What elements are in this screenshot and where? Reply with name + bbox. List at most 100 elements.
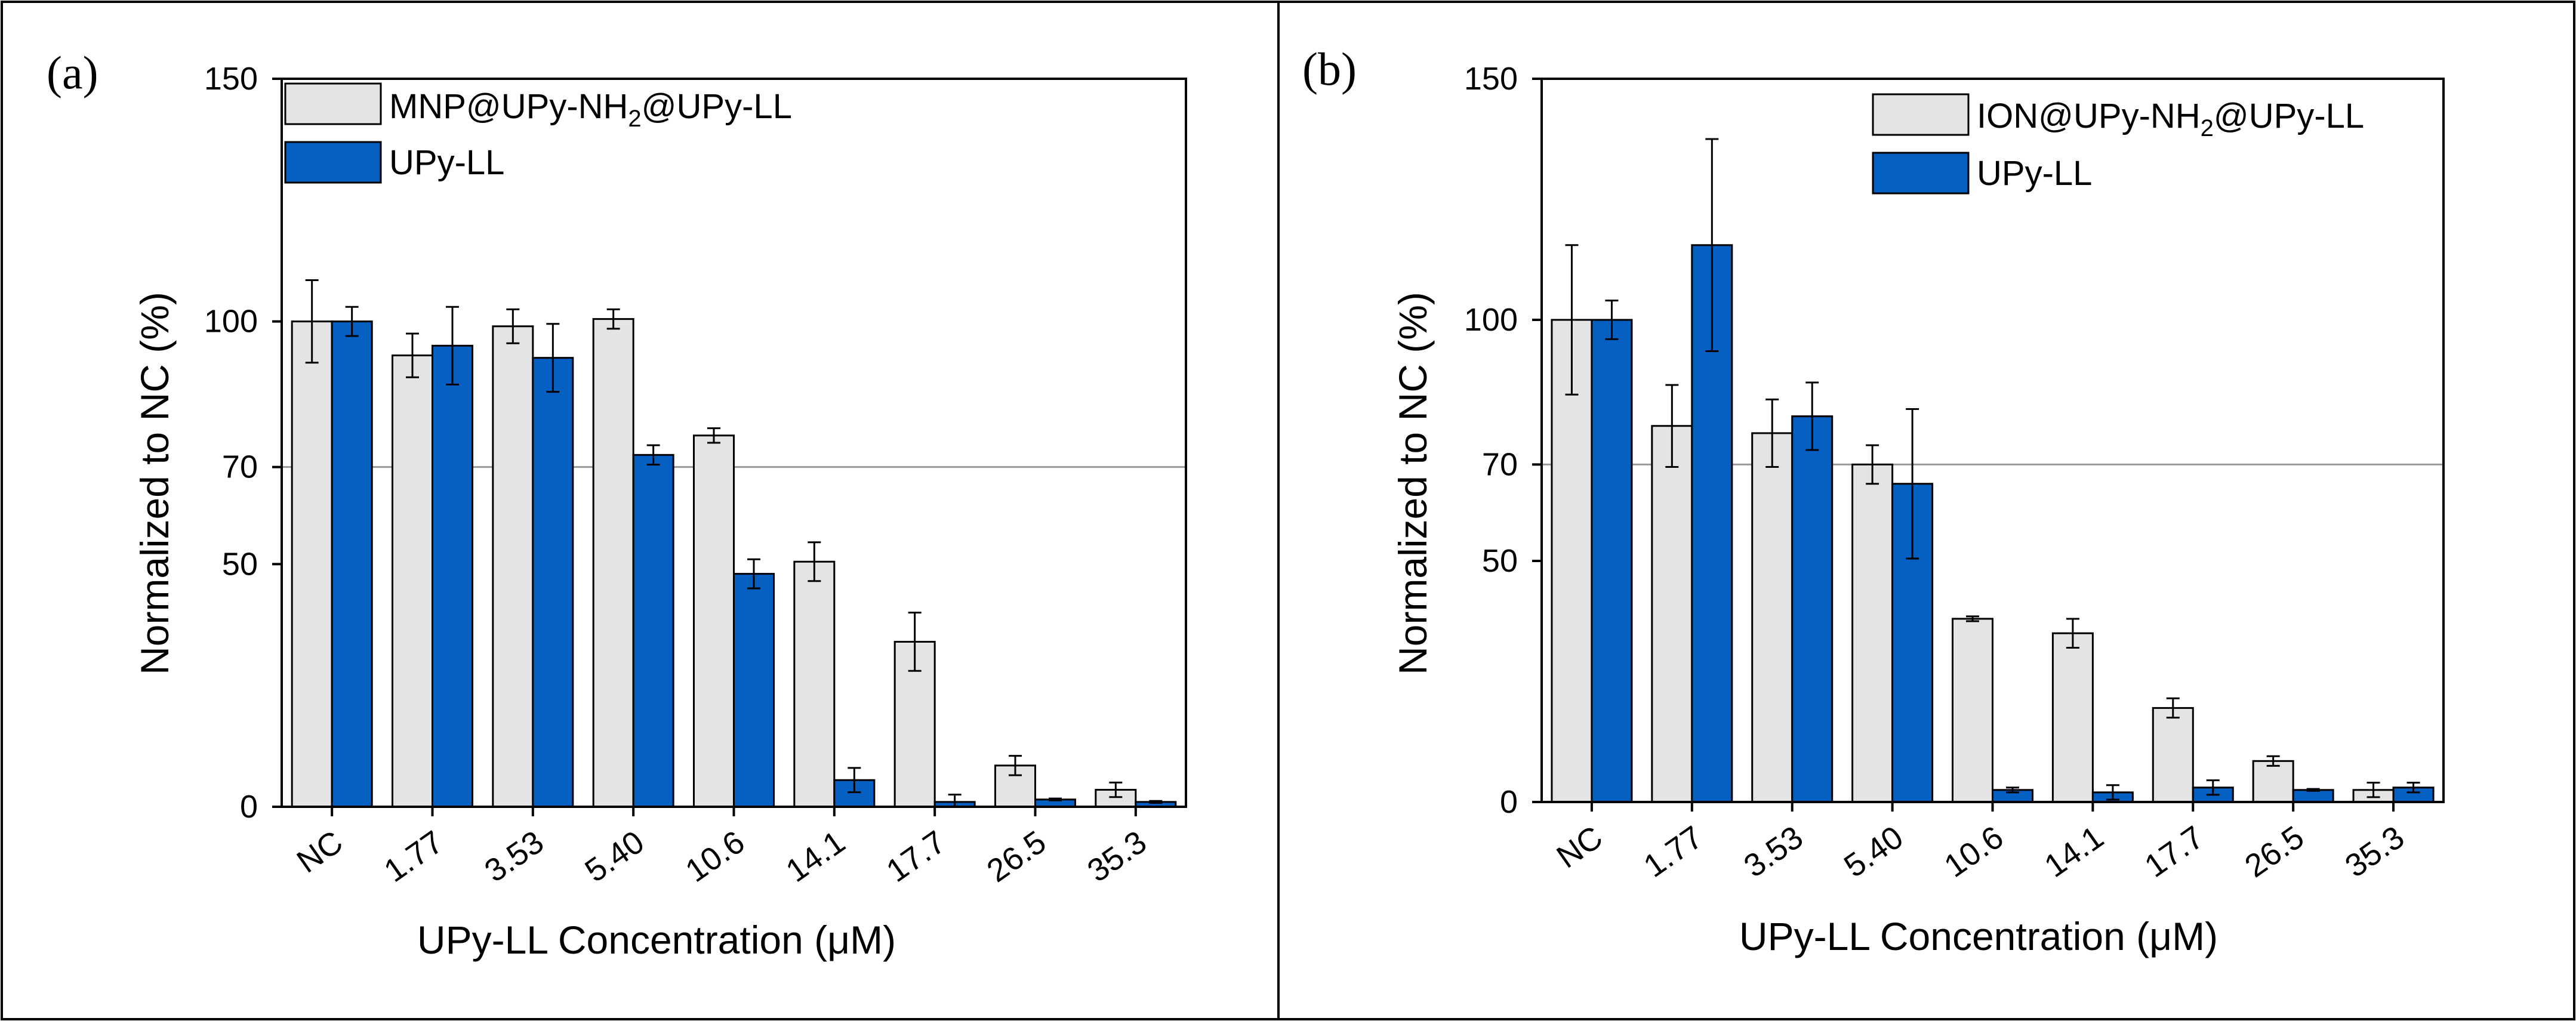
panel-a-x-ticks: NC 1.77 3.53 5.40 10.6 14.1 17.7 26.5 35.3 xyxy=(291,807,1153,889)
panel-a-error-bar-s1-NC xyxy=(305,279,319,364)
panel-b-x-tick-label-3.53: 3.53 xyxy=(1737,819,1810,884)
panel-a-error-bar-s1-1.77 xyxy=(406,332,419,378)
panel-a-bar-s1-5.40 xyxy=(592,318,634,808)
panel-a-x-tick-label-10.6: 10.6 xyxy=(679,824,751,889)
panel-a-error-bar-s2-26.5 xyxy=(1049,797,1062,801)
panel-a-bar-s1-3.53 xyxy=(492,325,534,808)
panel-b-bar-s1-26.5 xyxy=(2252,760,2294,803)
panel-a-x-tick-label-5.40: 5.40 xyxy=(579,824,651,889)
panel-b-x-tick-label-1.77: 1.77 xyxy=(1637,819,1709,884)
panel-b-x-tick-label-5.40: 5.40 xyxy=(1838,819,1910,884)
panel-b-y-tick-label-50: 50 xyxy=(1482,543,1518,579)
panel-a-legend-swatch-2 xyxy=(284,141,382,184)
panel-b-x-tick-label-35.3: 35.3 xyxy=(2338,819,2411,884)
panel-a-bar-s2-10.6 xyxy=(733,573,775,808)
panel-a-y-tick-label-100: 100 xyxy=(204,304,258,340)
panel-a-bar-s1-1.77 xyxy=(392,354,433,808)
panel-b-error-bar-s2-5.40 xyxy=(1906,408,1919,560)
panel-b-bar-s1-3.53 xyxy=(1751,432,1794,803)
panel-b-error-bar-s2-26.5 xyxy=(2306,788,2320,792)
panel-a-error-bar-s1-14.1 xyxy=(808,541,821,582)
panel-b-error-bars xyxy=(1565,138,2420,801)
panel-a-label: (a) xyxy=(47,47,98,98)
panel-a-error-bar-s2-14.1 xyxy=(848,767,861,794)
panel-a-x-tick-label-1.77: 1.77 xyxy=(378,824,450,889)
panel-a-bar-s2-NC xyxy=(331,320,373,808)
panel-a-x-tick-label-17.7: 17.7 xyxy=(880,824,953,889)
panel-a-bar-s1-NC xyxy=(291,320,333,808)
panel-b-error-bar-s1-NC xyxy=(1565,244,1579,396)
panel-b-error-bar-s1-3.53 xyxy=(1765,398,1779,468)
panel-b-label: (b) xyxy=(1302,43,1357,95)
panel-b-error-bar-s2-3.53 xyxy=(1805,381,1819,451)
panel-b-error-bar-s1-5.40 xyxy=(1866,444,1879,485)
panel-a-y-tick-label-70: 70 xyxy=(222,449,258,485)
panel-a-error-bar-s1-35.3 xyxy=(1109,781,1123,798)
panel-a-bar-s1-14.1 xyxy=(793,560,836,808)
panel-b-error-bar-s1-1.77 xyxy=(1665,384,1679,468)
panel-a-error-bar-s2-5.40 xyxy=(646,444,660,466)
panel-b-error-bar-s1-10.6 xyxy=(1966,615,1979,622)
panel-b-x-tick-label-10.6: 10.6 xyxy=(1938,819,2010,884)
panel-b-bar-s1-1.77 xyxy=(1651,425,1693,803)
panel-a-error-bar-s1-17.7 xyxy=(908,612,922,672)
panel-a-error-bar-s1-10.6 xyxy=(707,427,720,444)
panel-b-error-bar-s2-17.7 xyxy=(2206,779,2220,796)
panel-b-bar-s1-10.6 xyxy=(1952,618,1993,803)
panel-b-error-bar-s1-26.5 xyxy=(2266,755,2280,767)
panel-b-y-tick-label-100: 100 xyxy=(1464,302,1518,338)
panel-b-bar-s1-17.7 xyxy=(2152,707,2194,803)
panel-b-bars xyxy=(1551,244,2435,803)
panel-b-y-axis-title: Normalized to NC (%) xyxy=(1391,292,1435,675)
panel-b-error-bar-s1-14.1 xyxy=(2066,618,2079,649)
panel-b-bar-s2-NC xyxy=(1591,319,1633,803)
panel-a-error-bar-s2-1.77 xyxy=(446,306,459,385)
panel-b-y-ticks: 0 50 70 100 150 xyxy=(1464,61,1542,820)
panel-b: (b) 0 50 70 100 150 NC 1.77 3.53 5.40 10.6 14.1 17… xyxy=(1302,43,2445,958)
panel-a-bar-s1-10.6 xyxy=(693,434,735,808)
panel-a-error-bar-s2-10.6 xyxy=(747,558,760,590)
panel-b-x-axis-title: UPy-LL Concentration (μM) xyxy=(1739,914,2218,958)
panel-a-legend: MNP@UPy-NH2@UPy-LL UPy-LL xyxy=(284,82,792,184)
panel-a-error-bars xyxy=(305,279,1163,808)
panel-a-bar-s2-3.53 xyxy=(532,357,574,808)
panel-a-x-tick-label-35.3: 35.3 xyxy=(1081,824,1153,889)
panel-a-x-tick-label-NC: NC xyxy=(291,824,349,880)
panel-b-x-tick-label-17.7: 17.7 xyxy=(2139,819,2211,884)
panel-b-bar-s2-3.53 xyxy=(1791,415,1834,803)
panel-b-x-tick-label-26.5: 26.5 xyxy=(2239,819,2311,884)
panel-a-y-axis-title: Normalized to NC (%) xyxy=(133,292,177,675)
panel-b-x-ticks: NC 1.77 3.53 5.40 10.6 14.1 17.7 26.5 35.3 xyxy=(1551,802,2411,884)
panel-b-error-bar-s2-35.3 xyxy=(2406,782,2420,794)
panel-b-y-tick-label-70: 70 xyxy=(1482,446,1518,482)
panel-b-error-bar-s1-35.3 xyxy=(2367,782,2380,798)
panel-b-error-bar-s2-1.77 xyxy=(1705,138,1719,353)
panel-a-y-ticks: 0 50 70 100 150 xyxy=(204,61,282,825)
panel-a-error-bar-s1-26.5 xyxy=(1009,755,1022,776)
panel-a-y-tick-label-150: 150 xyxy=(204,61,258,97)
panel-b-error-bar-s2-NC xyxy=(1605,300,1619,340)
panel-a-x-tick-label-26.5: 26.5 xyxy=(981,824,1053,889)
panel-b-bar-s1-NC xyxy=(1551,319,1593,803)
panel-b-error-bar-s1-17.7 xyxy=(2166,697,2180,719)
panel-b-legend-label-2: UPy-LL xyxy=(1977,154,2092,193)
panel-a-legend-label-1: MNP@UPy-NH2@UPy-LL xyxy=(389,87,792,132)
panel-a-y-tick-label-50: 50 xyxy=(222,546,258,582)
panel-a-x-tick-label-14.1: 14.1 xyxy=(779,824,852,889)
panel-b-error-bar-s2-14.1 xyxy=(2106,784,2119,801)
panel-a-error-bar-s1-3.53 xyxy=(506,308,520,344)
panel-a-error-bar-s1-5.40 xyxy=(606,308,620,330)
panel-b-y-tick-label-150: 150 xyxy=(1464,61,1518,97)
panel-b-bar-s1-14.1 xyxy=(2051,632,2094,803)
panel-b-legend: ION@UPy-NH2@UPy-LL UPy-LL xyxy=(1872,93,2364,195)
panel-a-bar-s2-1.77 xyxy=(432,344,473,808)
panel-b-x-tick-label-NC: NC xyxy=(1551,819,1609,875)
panel-a-bars xyxy=(291,318,1177,808)
panel-a-legend-label-2: UPy-LL xyxy=(389,143,504,182)
panel-a-error-bar-s2-NC xyxy=(345,306,359,337)
panel-b-x-tick-label-14.1: 14.1 xyxy=(2038,819,2110,884)
panel-a-bar-s2-5.40 xyxy=(632,454,674,808)
panel-b-error-bar-s2-10.6 xyxy=(2006,786,2019,794)
